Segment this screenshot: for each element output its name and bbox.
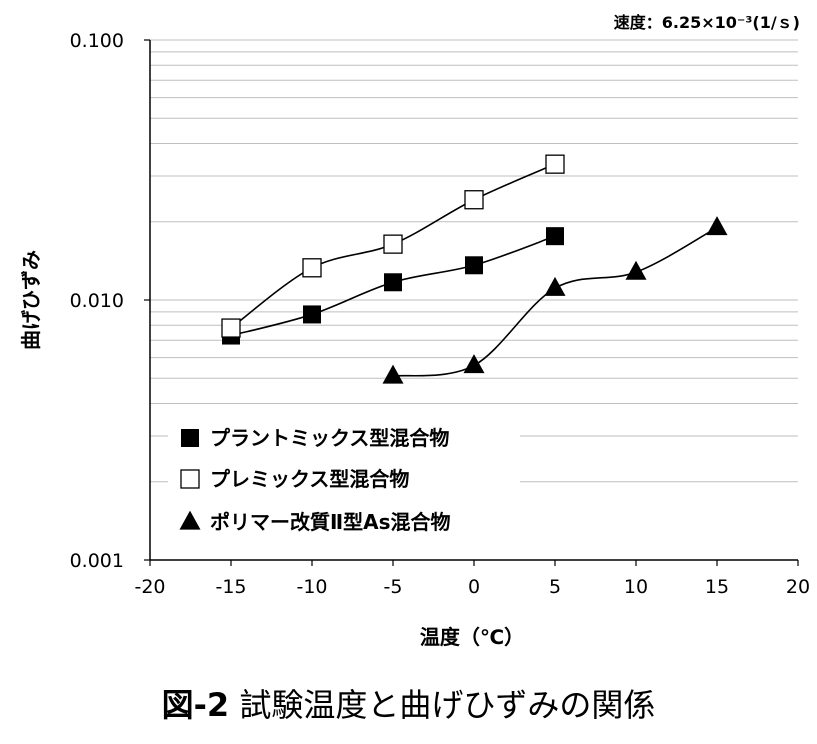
x-tick-label: 10 [624, 576, 648, 598]
legend-marker-3 [179, 510, 201, 530]
legend-label-2: プレミックス型混合物 [210, 467, 409, 491]
data-point-series-3 [544, 276, 566, 296]
tick-labels: -20 -15 -10 -5 0 5 10 15 20 0.001 0.010 0.100 [70, 30, 811, 598]
axes [144, 39, 799, 566]
data-point-series-2 [383, 234, 403, 254]
x-tick-label: -15 [215, 576, 246, 598]
data-point-series-2 [464, 190, 484, 210]
figure-number: 図-2 [161, 686, 230, 724]
data-point-series-2 [221, 318, 241, 338]
data-point-series-3 [382, 364, 404, 384]
figure-caption: 図-2 試験温度と曲げひずみの関係 [0, 680, 817, 726]
x-tick-label: 20 [786, 576, 810, 598]
chart: -20 -15 -10 -5 0 5 10 15 20 0.001 0.010 0.100 プラントミ… [19, 13, 811, 649]
data-point-series-3 [706, 216, 728, 236]
data-point-series-3 [463, 354, 485, 374]
series-line-3 [392, 226, 718, 377]
data-point-series-1 [384, 273, 402, 292]
y-tick-label: 0.001 [70, 550, 124, 572]
data-point-series-2 [302, 258, 322, 278]
series-markers [221, 154, 728, 384]
x-tick-label: -5 [384, 576, 403, 598]
legend-marker-2 [180, 469, 200, 489]
legend-background [168, 418, 520, 546]
x-tick-label: 5 [549, 576, 561, 598]
legend-label-1: プラントミックス型混合物 [210, 426, 449, 450]
data-point-series-1 [303, 305, 321, 324]
data-point-series-2 [545, 154, 565, 174]
x-axis-title: 温度（℃） [420, 625, 524, 649]
x-tick-label: 0 [468, 576, 480, 598]
data-point-series-1 [546, 227, 564, 246]
data-point-series-3 [625, 260, 647, 280]
data-point-series-1 [465, 256, 483, 275]
x-tick-label: -10 [296, 576, 327, 598]
legend-marker-1 [181, 429, 199, 447]
chart-subtitle: 速度：6.25×10⁻³(1/ｓ) [614, 13, 800, 32]
y-tick-label: 0.010 [70, 290, 124, 312]
y-axis-title: 曲げひずみ [19, 250, 43, 350]
y-tick-label: 0.100 [70, 30, 124, 52]
figure-caption-text: 試験温度と曲げひずみの関係 [239, 686, 656, 724]
x-tick-label: 15 [705, 576, 729, 598]
x-tick-label: -20 [134, 576, 165, 598]
legend-label-3: ポリマー改質Ⅱ型As混合物 [210, 510, 451, 534]
